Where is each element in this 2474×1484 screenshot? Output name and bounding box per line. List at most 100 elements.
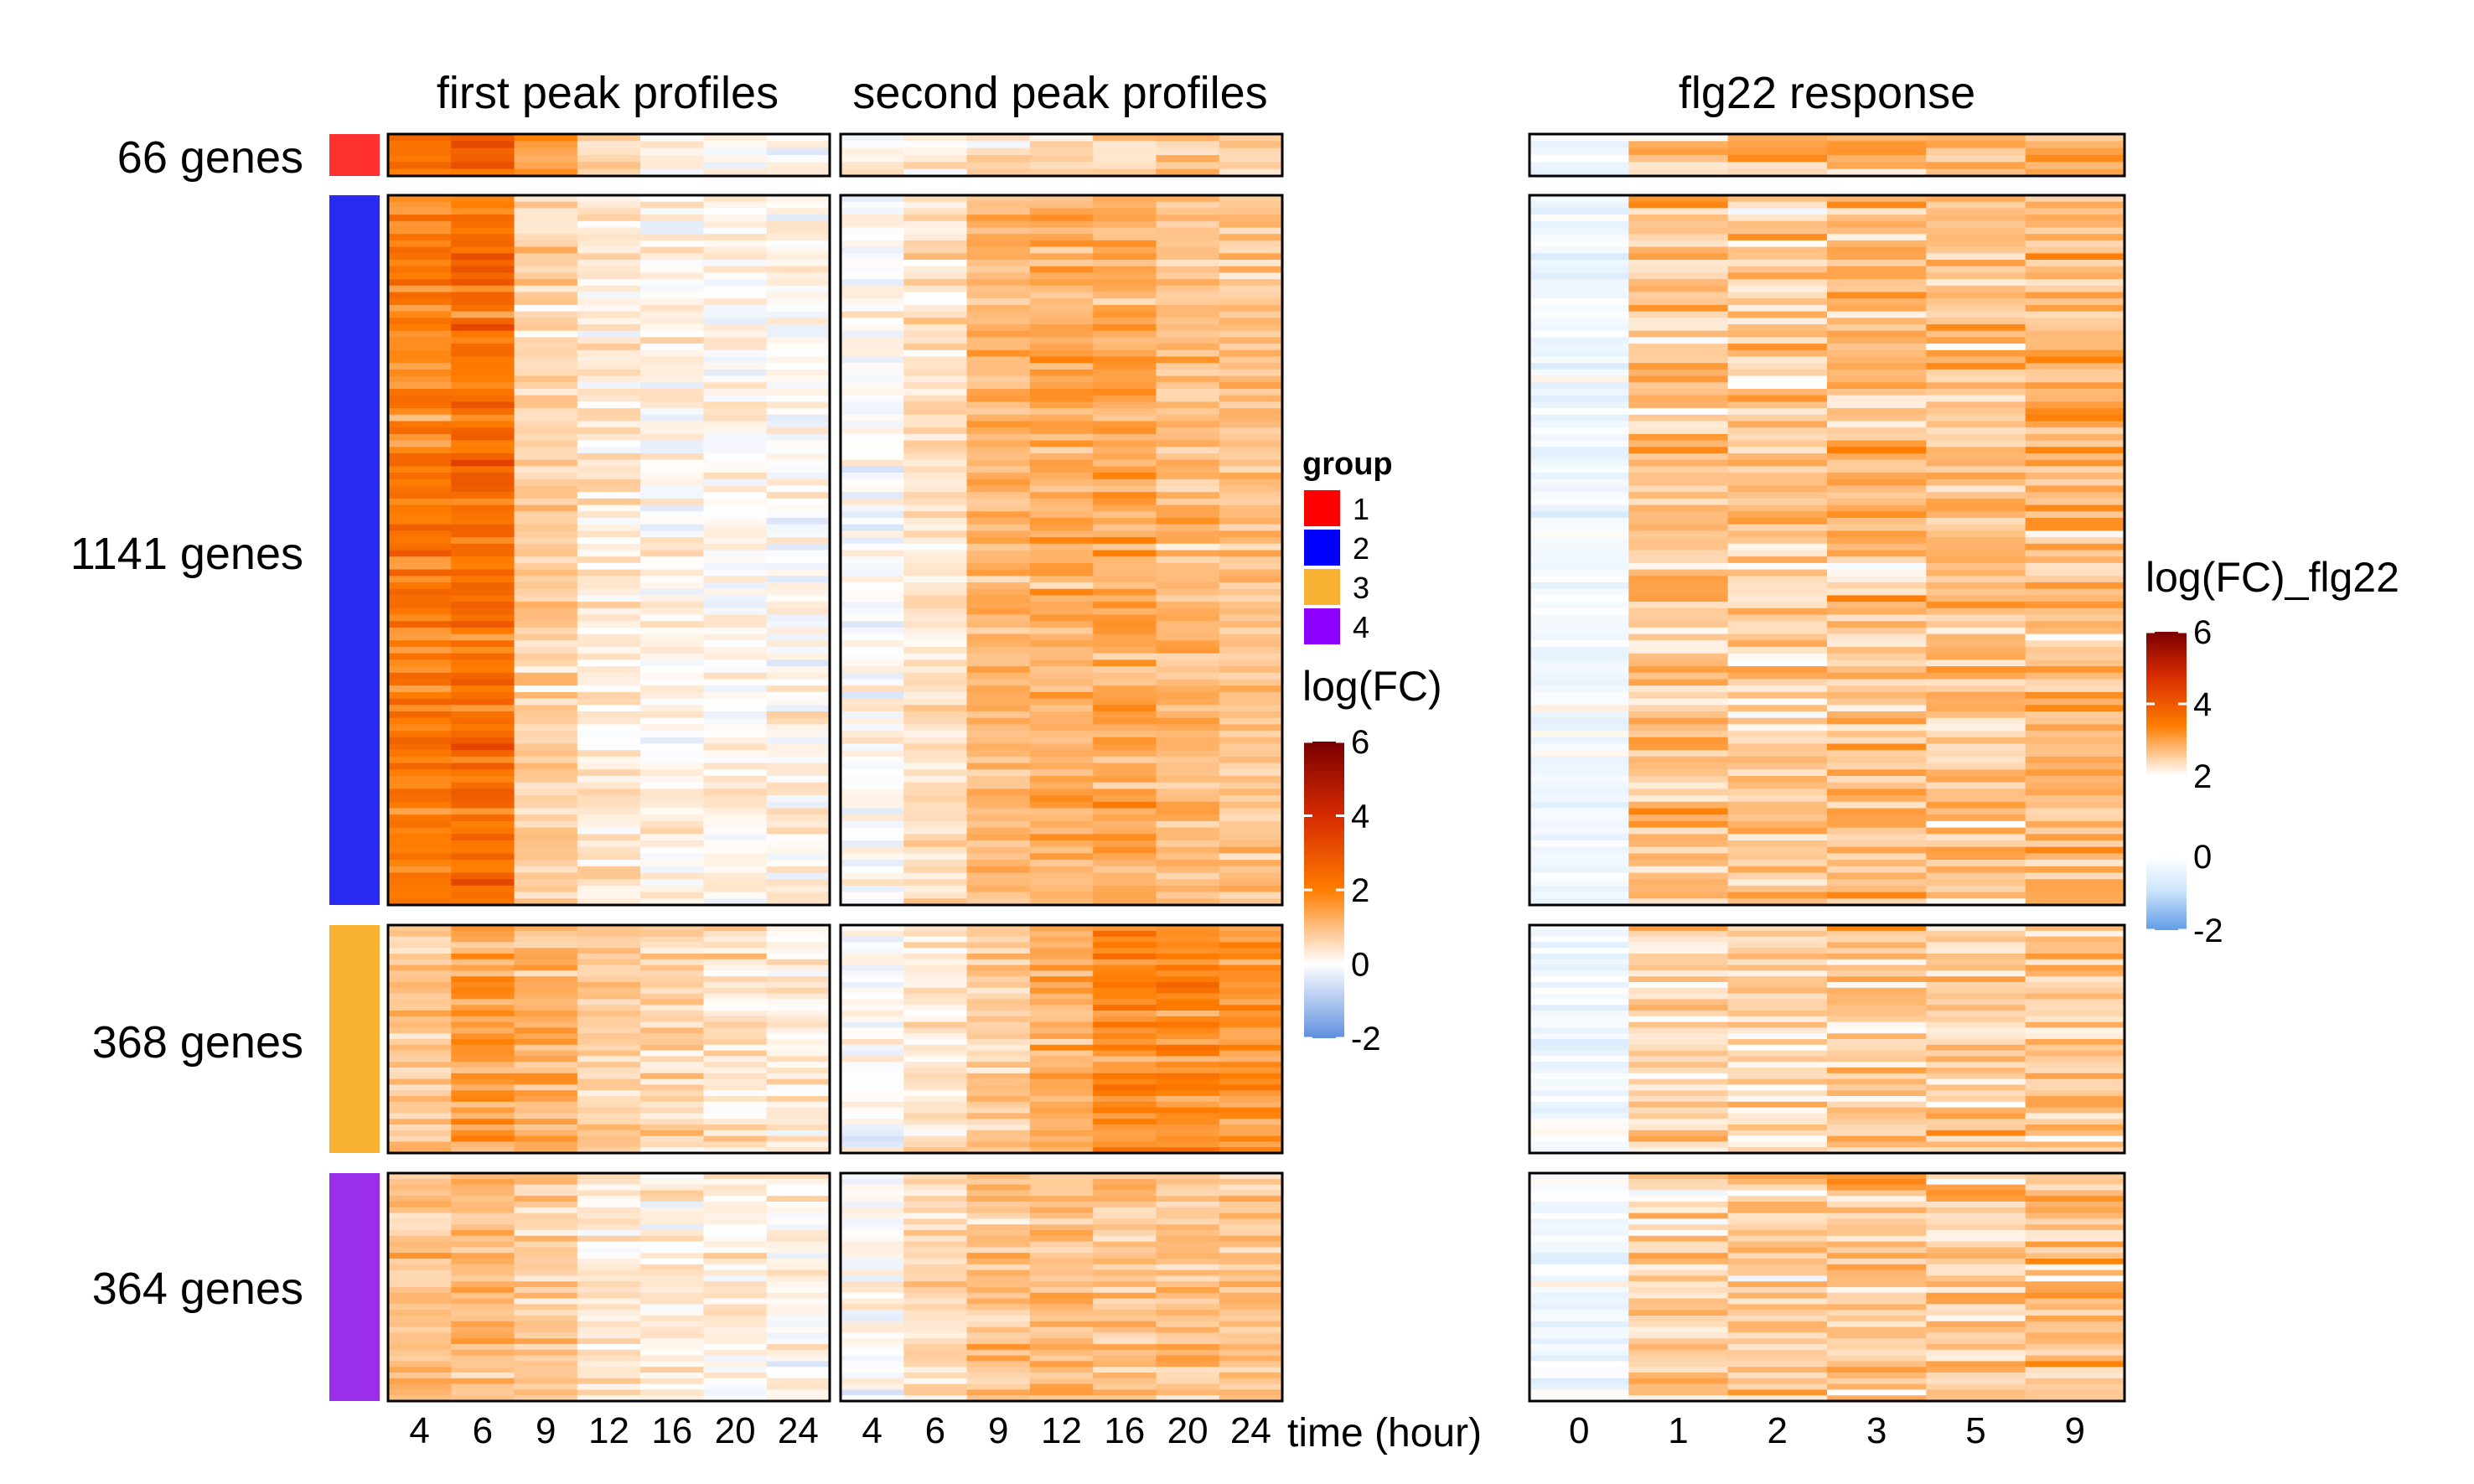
heatmap-cell xyxy=(903,147,968,156)
heatmap-cell xyxy=(703,948,768,954)
heatmap-cell xyxy=(514,304,578,313)
heatmap-cell xyxy=(1628,999,1729,1006)
heatmap-cell xyxy=(640,970,705,977)
heatmap-cell xyxy=(841,640,904,648)
heatmap-cell xyxy=(514,1190,578,1197)
heatmap-cell xyxy=(1219,1021,1283,1028)
heatmap-cell xyxy=(703,801,768,809)
heatmap-cell xyxy=(766,698,831,706)
heatmap-cell xyxy=(1156,1304,1220,1311)
heatmap-cell xyxy=(388,363,452,370)
heatmap-cell xyxy=(766,155,831,163)
heatmap-cell xyxy=(1529,1068,1629,1074)
heatmap-cell xyxy=(703,820,768,829)
heatmap-cell xyxy=(388,866,452,874)
heatmap-cell xyxy=(1093,401,1157,409)
heatmap-cell xyxy=(1628,789,1729,796)
heatmap-cell xyxy=(577,1130,641,1137)
heatmap-cell xyxy=(703,879,768,887)
heatmap-cell xyxy=(514,1349,578,1357)
heatmap-cell xyxy=(1093,395,1157,402)
heatmap-cell xyxy=(1029,1005,1094,1011)
heatmap-cell xyxy=(577,987,641,995)
heatmap-cell xyxy=(1156,260,1220,267)
heatmap-cell xyxy=(2025,492,2125,499)
heatmap-cell xyxy=(1156,440,1220,447)
heatmap-cell xyxy=(703,1269,768,1276)
heatmap-cell xyxy=(640,511,705,519)
heatmap-cell xyxy=(1727,1184,1828,1191)
heatmap-cell xyxy=(1628,936,1729,943)
heatmap-cell xyxy=(1827,318,1927,325)
heatmap-cell xyxy=(1156,253,1220,261)
heatmap-cell xyxy=(1628,1178,1729,1186)
heatmap-cell xyxy=(1093,1332,1157,1339)
heatmap-cell xyxy=(841,602,904,609)
heatmap-cell xyxy=(841,511,904,519)
heatmap-cell xyxy=(903,1078,968,1085)
heatmap-cell xyxy=(577,834,641,841)
heatmap-cell xyxy=(2025,253,2125,261)
heatmap-cell xyxy=(1219,569,1283,577)
heatmap-cell xyxy=(2025,872,2125,880)
heatmap-cell xyxy=(1827,1367,1927,1373)
x-tick-label: 12 xyxy=(588,1410,629,1451)
heatmap-cell xyxy=(966,1275,1031,1282)
heatmap-cell xyxy=(1093,1275,1157,1282)
heatmap-cell xyxy=(640,459,705,467)
heatmap-cell xyxy=(1029,1247,1094,1254)
heatmap-cell xyxy=(1219,879,1283,887)
heatmap-cell xyxy=(640,285,705,293)
heatmap-cell xyxy=(514,750,578,758)
heatmap-cell xyxy=(841,285,904,293)
heatmap-cell xyxy=(2025,633,2125,641)
heatmap-cell xyxy=(903,925,968,932)
heatmap-cell xyxy=(1628,1349,1729,1357)
heatmap-cell xyxy=(1156,543,1220,551)
heatmap-cell xyxy=(1827,1141,1927,1148)
heatmap-cell xyxy=(1029,892,1094,899)
x-axis-label: time (hour) xyxy=(1287,1411,1482,1456)
heatmap-cell xyxy=(577,298,641,306)
heatmap-cell xyxy=(1029,498,1094,506)
heatmap-cell xyxy=(766,1264,831,1271)
heatmap-cell xyxy=(966,789,1031,796)
heatmap-cell xyxy=(766,1332,831,1339)
heatmap-cell xyxy=(903,1235,968,1243)
heatmap-cell xyxy=(966,685,1031,693)
heatmap-cell xyxy=(1029,1224,1094,1231)
heatmap-cell xyxy=(1827,1147,1927,1154)
heatmap-cell xyxy=(1727,356,1828,364)
heatmap-cell xyxy=(514,215,578,222)
heatmap-cell xyxy=(1827,872,1927,880)
heatmap-cell xyxy=(388,1332,452,1339)
heatmap-cell xyxy=(1093,537,1157,545)
heatmap-cell xyxy=(514,925,578,932)
heatmap-cell xyxy=(1727,1213,1828,1219)
heatmap-cell xyxy=(766,602,831,609)
heatmap-cell xyxy=(577,1373,641,1379)
heatmap-cell xyxy=(1628,344,1729,351)
heatmap-cell xyxy=(1219,168,1283,177)
heatmap-cell xyxy=(577,1068,641,1074)
heatmap-cell xyxy=(966,1119,1031,1125)
heatmap-cell xyxy=(903,504,968,512)
heatmap-cell xyxy=(1926,987,2026,995)
heatmap-cell xyxy=(2025,433,2125,442)
heatmap-cell xyxy=(903,408,968,416)
heatmap-cell xyxy=(1093,1326,1157,1333)
heatmap-cell xyxy=(1727,1230,1828,1237)
heatmap-cell xyxy=(2025,685,2125,693)
heatmap-cell xyxy=(966,930,1031,938)
heatmap-cell xyxy=(388,1130,452,1137)
heatmap-cell xyxy=(1156,993,1220,1000)
heatmap-cell xyxy=(1727,1281,1828,1288)
heatmap-cell xyxy=(577,1247,641,1254)
heatmap-cell xyxy=(1727,602,1828,609)
heatmap-cell xyxy=(1628,311,1729,318)
heatmap-cell xyxy=(1219,240,1283,248)
heatmap-cell xyxy=(1156,987,1220,995)
heatmap-cell xyxy=(1093,389,1157,396)
heatmap-cell xyxy=(903,478,968,487)
heatmap-cell xyxy=(703,999,768,1006)
